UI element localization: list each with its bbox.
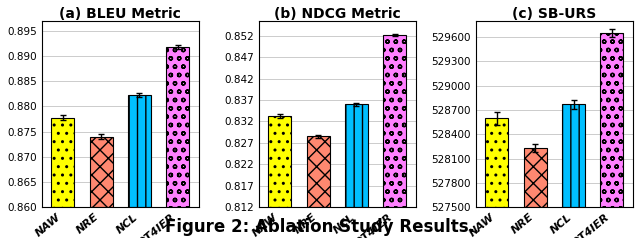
Title: (b) NDCG Metric: (b) NDCG Metric	[274, 7, 401, 21]
Bar	[51, 118, 74, 207]
Bar	[345, 104, 368, 207]
Bar	[90, 137, 113, 207]
Bar	[383, 35, 406, 207]
Bar	[485, 118, 508, 207]
Bar	[600, 33, 623, 207]
Bar	[562, 104, 585, 207]
Text: Figure 2: Ablation Study Results.: Figure 2: Ablation Study Results.	[165, 218, 475, 236]
Title: (c) SB-URS: (c) SB-URS	[512, 7, 596, 21]
Title: (a) BLEU Metric: (a) BLEU Metric	[60, 7, 181, 21]
Bar	[524, 148, 547, 207]
Bar	[166, 47, 189, 207]
Bar	[268, 116, 291, 207]
Bar	[307, 136, 330, 207]
Bar	[128, 95, 151, 207]
